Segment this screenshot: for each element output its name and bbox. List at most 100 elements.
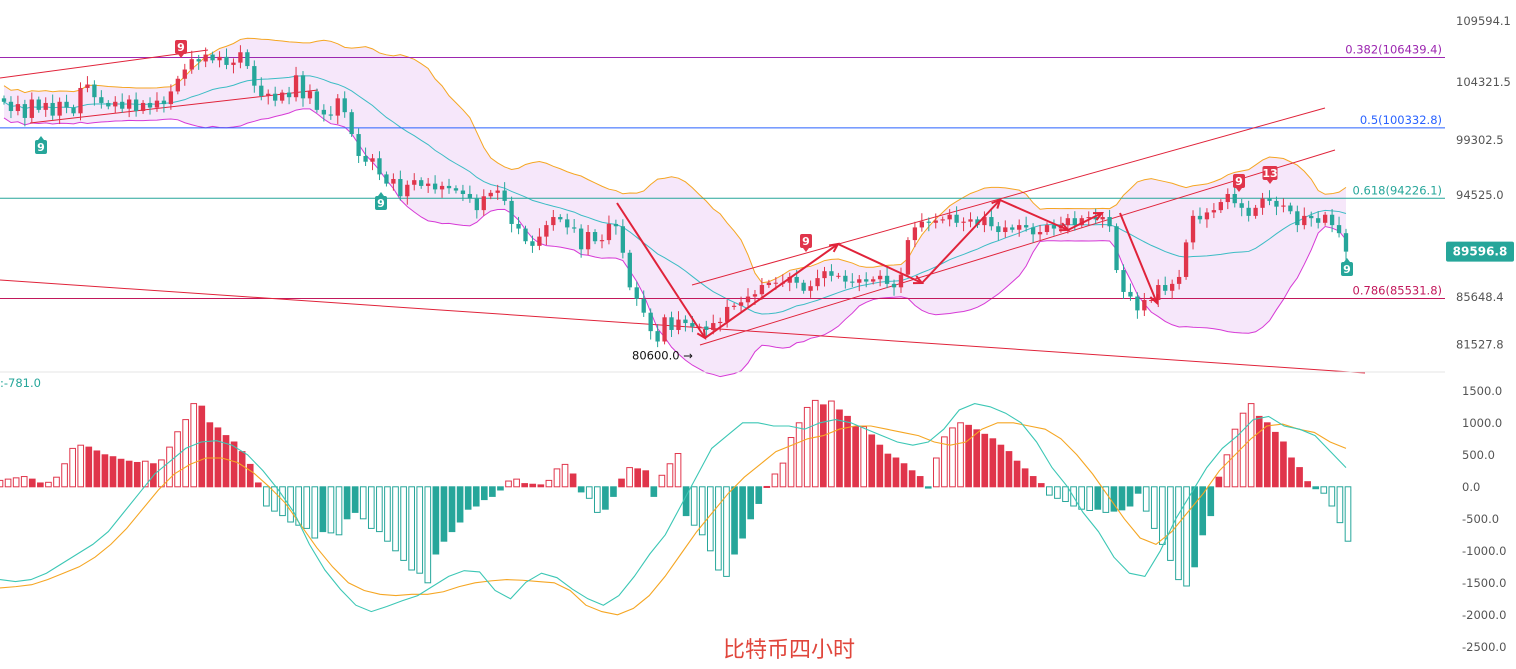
macd-histogram-bar	[513, 478, 520, 488]
candle	[446, 178, 452, 194]
candle-body	[481, 196, 486, 211]
candle-body	[884, 275, 890, 284]
candle-body	[1183, 242, 1189, 277]
candle-body	[1010, 227, 1015, 230]
candle	[106, 100, 111, 110]
candle	[857, 275, 862, 292]
candle-body	[384, 174, 389, 184]
macd-tick-7: -2000.0	[1462, 608, 1506, 622]
candle-body	[1246, 207, 1251, 216]
macd-histogram-bar	[45, 481, 52, 488]
candle	[926, 217, 931, 232]
candle-body	[690, 323, 695, 327]
candle	[182, 63, 187, 86]
candle	[1017, 219, 1022, 237]
macd-tick-1: 1000.0	[1462, 416, 1502, 430]
candle-body	[29, 99, 34, 118]
macd-histogram-bar	[1199, 486, 1207, 536]
candle	[1190, 210, 1196, 250]
macd-histogram-bar	[85, 446, 93, 488]
macd-histogram-bar	[650, 486, 658, 497]
candle	[808, 280, 813, 298]
candle-body	[1093, 217, 1098, 220]
candle	[843, 270, 848, 289]
macd-histogram-bar	[214, 427, 222, 488]
candle-body	[57, 101, 62, 116]
bollinger-middle-line	[3, 75, 1347, 315]
macd-histogram-bar	[868, 434, 876, 488]
candle-body	[307, 91, 313, 99]
candle	[1322, 211, 1328, 226]
candle-body	[1260, 198, 1265, 208]
macd-histogram-bar	[949, 427, 956, 488]
macd-histogram-bar	[537, 484, 545, 488]
candle	[140, 100, 146, 114]
price-tick-4: 85648.4	[1456, 290, 1504, 304]
candle-body	[822, 271, 827, 279]
candle-body	[759, 285, 765, 295]
candle	[537, 228, 542, 251]
candle-body	[724, 306, 730, 322]
fib-label-2: 0.618(94226.1)	[1353, 183, 1442, 197]
candle-body	[92, 84, 97, 98]
candle-body	[898, 274, 904, 288]
macd-value-label: :-781.0	[0, 376, 41, 390]
macd-histogram-bar	[1126, 486, 1134, 507]
macd-histogram-bar	[690, 486, 698, 526]
macd-histogram-bar	[440, 486, 448, 542]
candle-body	[252, 66, 257, 86]
td-marker-6: 9	[1341, 258, 1353, 276]
candle-body	[120, 101, 125, 109]
macd-histogram-bar	[602, 486, 609, 510]
macd-panel	[0, 399, 1352, 616]
candle-body	[154, 100, 160, 108]
candle-body	[662, 317, 667, 342]
macd-histogram-bar	[755, 486, 763, 504]
candle	[425, 177, 431, 193]
macd-histogram-bar	[771, 473, 779, 488]
candle-body	[794, 276, 799, 283]
macd-histogram-bar	[1312, 486, 1320, 490]
candle-body	[99, 97, 104, 103]
macd-histogram-bar	[1320, 486, 1328, 494]
macd-histogram-bar	[432, 486, 440, 555]
macd-histogram-bar	[93, 450, 101, 488]
candle-body	[766, 282, 772, 286]
macd-histogram-bar	[916, 476, 924, 488]
candle	[613, 219, 619, 235]
candle-body	[926, 221, 931, 223]
candle-body	[22, 104, 28, 118]
candle	[871, 276, 876, 285]
macd-histogram-bar	[933, 457, 940, 488]
candle-body	[558, 217, 563, 220]
candle	[829, 264, 834, 282]
candle-body	[940, 219, 945, 221]
macd-axis: 1500.0 1000.0 500.0 0.0 -500.0 -1000.0 -1500.0…	[1462, 384, 1506, 654]
candle	[530, 235, 535, 253]
td-marker-1: 9	[35, 136, 47, 154]
macd-histogram-bar	[182, 419, 189, 488]
candle-body	[1086, 217, 1091, 219]
macd-histogram-bar	[1005, 451, 1013, 488]
candle-body	[954, 214, 959, 223]
macd-histogram-bar	[206, 422, 214, 488]
candle-body	[572, 227, 577, 229]
candle	[1302, 207, 1307, 230]
macd-histogram-bar	[924, 486, 932, 489]
macd-histogram-bar	[666, 463, 674, 488]
candle-body	[578, 228, 584, 250]
candle	[99, 90, 104, 109]
candle	[606, 215, 612, 245]
macd-histogram-bar	[779, 462, 787, 488]
candle	[453, 185, 459, 194]
candle	[620, 219, 626, 259]
wave-arrow-1	[704, 243, 839, 339]
macd-histogram-bar	[908, 470, 916, 488]
candle	[189, 50, 194, 74]
candle-body	[64, 101, 69, 108]
macd-histogram-bar	[1054, 486, 1061, 499]
macd-histogram-bar	[472, 486, 480, 507]
candle-body	[432, 183, 438, 190]
candle	[349, 109, 354, 137]
candle	[252, 60, 257, 93]
